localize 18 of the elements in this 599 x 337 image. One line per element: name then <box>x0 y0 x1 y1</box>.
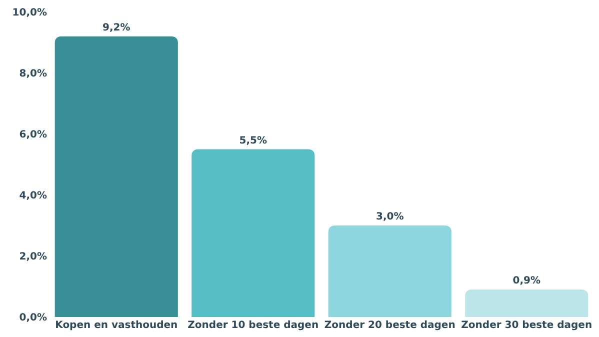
x-tick-label: Zonder 30 beste dagen <box>461 320 592 331</box>
y-tick-label: 8,0% <box>19 68 47 80</box>
x-tick-label: Kopen en vasthouden <box>55 320 178 331</box>
y-tick-label: 10,0% <box>12 8 47 18</box>
y-tick-label: 6,0% <box>19 130 47 140</box>
bar <box>192 149 315 317</box>
data-label: 9,2% <box>102 22 130 34</box>
bar <box>465 290 588 317</box>
data-label: 5,5% <box>239 135 267 146</box>
bar <box>328 226 452 317</box>
x-tick-label: Zonder 20 beste dagen <box>324 320 456 331</box>
y-tick-label: 0,0% <box>19 312 47 324</box>
x-tick-label: Zonder 10 beste dagen <box>188 320 319 331</box>
y-tick-label: 4,0% <box>19 190 47 202</box>
bar <box>54 36 178 317</box>
data-label: 3,0% <box>376 212 404 222</box>
y-tick-label: 2,0% <box>19 252 47 262</box>
data-label: 0,9% <box>512 276 540 287</box>
